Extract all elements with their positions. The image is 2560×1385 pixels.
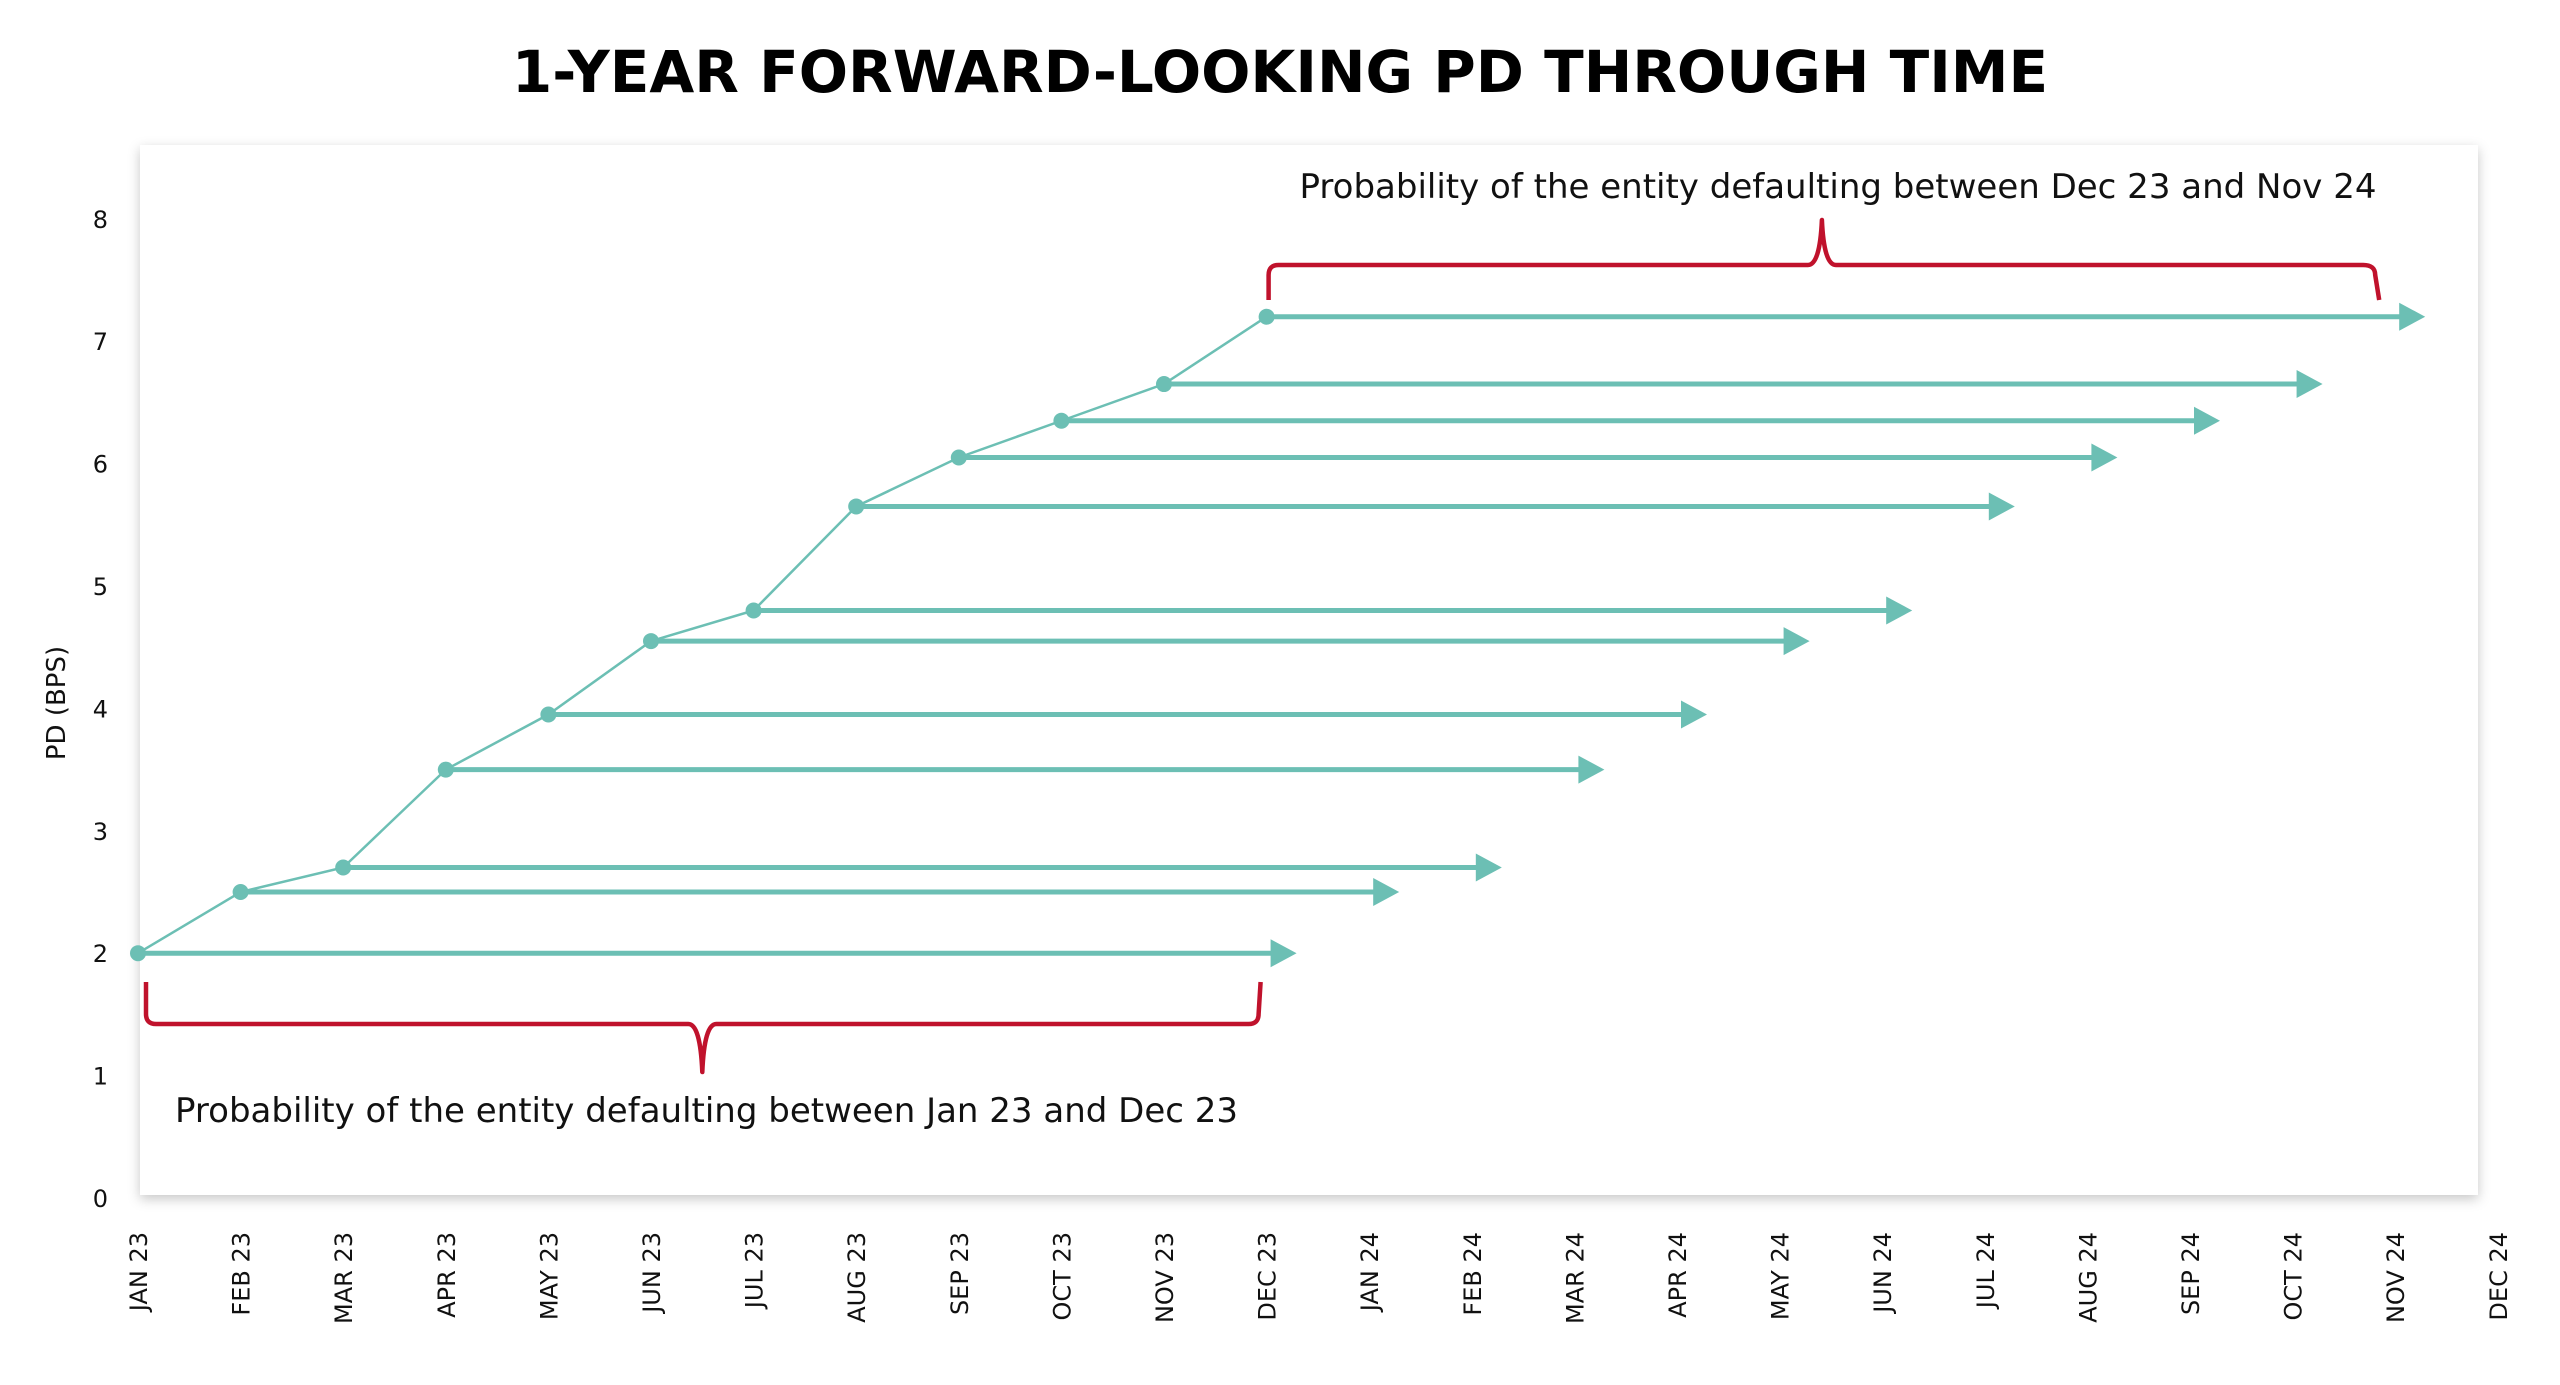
- x-tick-label: JUL 23: [741, 1232, 769, 1310]
- data-point: [848, 498, 865, 515]
- annotation-braces: Probability of the entity defaulting bet…: [143, 167, 2382, 1131]
- y-tick-label: 6: [93, 451, 108, 479]
- y-tick-label: 4: [93, 695, 108, 723]
- x-tick-label: OCT 24: [2280, 1232, 2308, 1320]
- x-tick-label: AUG 24: [2074, 1232, 2102, 1323]
- annotation-bottom: Probability of the entity defaulting bet…: [175, 1091, 1238, 1131]
- x-tick-label: DEC 23: [1254, 1232, 1282, 1321]
- y-tick-label: 5: [93, 573, 108, 601]
- horizon-arrow-head: [1578, 755, 1605, 784]
- y-axis-ticks: 0 1 2 3 4 5 6 7 8: [93, 206, 108, 1213]
- x-axis-ticks: JAN 23 FEB 23 MAR 23 APR 23 MAY 23 JUN 23 JUL …: [125, 1232, 2513, 1324]
- x-tick-label: JUL 24: [1972, 1232, 2000, 1310]
- data-point: [540, 706, 557, 723]
- horizon-arrow-head: [1681, 700, 1707, 729]
- horizon-arrow-head: [2399, 302, 2426, 331]
- horizon-arrow-head: [1886, 596, 1913, 625]
- data-point: [643, 633, 659, 650]
- x-tick-label: FEB 23: [228, 1232, 256, 1316]
- data-point: [335, 859, 352, 876]
- data-point: [1258, 308, 1275, 325]
- x-tick-label: MAY 23: [535, 1232, 563, 1320]
- y-tick-label: 2: [93, 940, 108, 968]
- horizon-arrow-head: [2296, 370, 2323, 399]
- horizon-arrow-head: [2194, 406, 2220, 435]
- data-point: [745, 602, 762, 619]
- data-point: [950, 449, 967, 466]
- data-point: [232, 884, 249, 900]
- x-tick-label: MAR 23: [330, 1232, 358, 1324]
- brace-top: [1266, 217, 2382, 301]
- series-line: [137, 315, 1268, 955]
- horizon-arrow-head: [1988, 492, 2015, 521]
- series-points: [130, 308, 1275, 962]
- horizon-arrow-head: [1783, 627, 1810, 656]
- y-tick-label: 7: [93, 328, 108, 356]
- x-tick-label: MAR 24: [1561, 1232, 1589, 1324]
- y-axis-label: PD (BPS): [42, 646, 72, 760]
- horizon-arrow-head: [1475, 853, 1502, 882]
- series-line-path: [137, 315, 1268, 955]
- brace-bottom: [143, 981, 1263, 1075]
- y-tick-label: 1: [93, 1063, 108, 1091]
- y-tick-label: 0: [93, 1185, 108, 1213]
- x-tick-label: JAN 24: [1356, 1232, 1384, 1313]
- x-tick-label: OCT 23: [1048, 1232, 1076, 1320]
- horizon-arrow-head: [1373, 878, 1400, 906]
- x-tick-label: MAY 24: [1767, 1232, 1795, 1320]
- data-point: [130, 945, 146, 962]
- horizon-arrow-head: [2091, 443, 2118, 472]
- horizon-arrow-head: [1270, 939, 1297, 968]
- x-tick-label: SEP 23: [946, 1232, 974, 1315]
- x-tick-label: JAN 23: [125, 1232, 153, 1313]
- data-point: [1053, 412, 1070, 429]
- y-tick-label: 3: [93, 818, 108, 846]
- x-tick-label: JUN 23: [638, 1232, 666, 1315]
- annotation-top: Probability of the entity defaulting bet…: [1300, 167, 2377, 207]
- chart-title: 1-YEAR FORWARD-LOOKING PD THROUGH TIME: [511, 38, 2049, 106]
- x-tick-label: DEC 24: [2485, 1232, 2513, 1321]
- data-point: [1156, 376, 1172, 393]
- horizon-arrows: [138, 302, 2426, 968]
- x-tick-label: APR 24: [1664, 1232, 1692, 1318]
- x-tick-label: SEP 24: [2177, 1232, 2205, 1315]
- plot-area: [140, 145, 2478, 1195]
- x-tick-label: NOV 23: [1151, 1232, 1179, 1323]
- x-tick-label: APR 23: [433, 1232, 461, 1318]
- x-tick-label: AUG 23: [843, 1232, 871, 1323]
- x-tick-label: JUN 24: [1869, 1232, 1897, 1315]
- y-tick-label: 8: [93, 206, 108, 234]
- x-tick-label: FEB 24: [1459, 1232, 1487, 1316]
- data-point: [437, 761, 454, 778]
- x-tick-label: NOV 24: [2382, 1232, 2410, 1323]
